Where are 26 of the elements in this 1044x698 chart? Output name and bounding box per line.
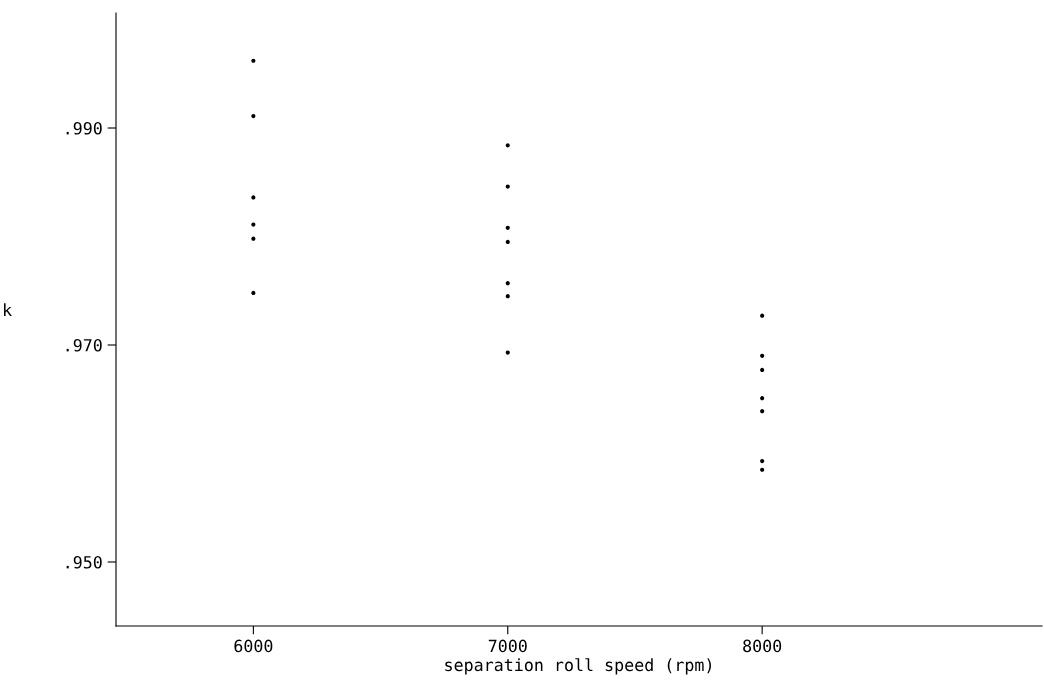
point — [760, 409, 765, 414]
point — [760, 396, 765, 401]
y-tick-label: .950 — [66, 555, 102, 569]
y-tick-label: .990 — [66, 122, 102, 135]
point — [505, 184, 510, 189]
point — [251, 58, 256, 63]
point — [760, 353, 765, 358]
point — [251, 290, 256, 295]
point — [760, 367, 765, 373]
x-tick-label: 7000 — [488, 639, 527, 653]
point — [505, 294, 510, 299]
x-tick-label: 8000 — [743, 639, 782, 653]
point — [760, 459, 765, 464]
x-axis-title: separation roll speed (rpm) — [445, 658, 711, 675]
point — [760, 467, 765, 472]
point — [251, 113, 256, 119]
point — [505, 239, 510, 245]
y-axis-title: k — [4, 303, 12, 317]
point — [505, 225, 510, 230]
point — [505, 350, 510, 355]
point — [505, 281, 510, 286]
point — [760, 313, 765, 318]
point — [505, 143, 510, 148]
y-tick-label: .970 — [66, 339, 102, 352]
x-tick-label: 6000 — [234, 639, 273, 653]
point — [251, 236, 256, 241]
